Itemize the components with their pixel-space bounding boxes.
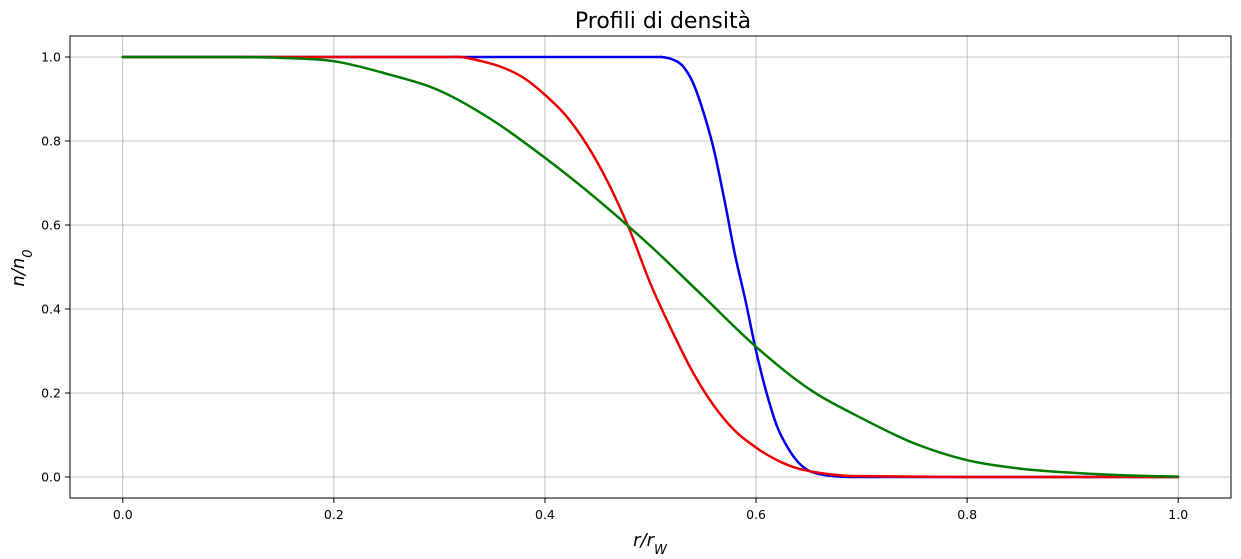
plot-frame <box>69 35 1232 499</box>
x-tick-label: 1.0 <box>1168 507 1188 522</box>
x-tick-label: 0.4 <box>535 507 555 522</box>
series-line-2 <box>121 55 1180 479</box>
series-line-3 <box>121 55 1180 478</box>
x-tick-label: 0.0 <box>113 507 133 522</box>
x-axis-label-sub: W <box>654 543 668 558</box>
y-tick-label: 0.4 <box>41 302 61 317</box>
x-tick-label: 0.6 <box>746 507 766 522</box>
chart-title: Profili di densità <box>575 9 751 34</box>
y-tick-label: 0.8 <box>41 134 61 149</box>
y-tick-label: 1.0 <box>41 50 61 65</box>
y-tick-label: 0.2 <box>41 386 61 401</box>
tick-layer: 0.0 0.2 0.4 0.6 0.8 1.0 0.0 0.2 0.4 0.6 0.8 1.0 <box>41 50 1188 523</box>
x-tick-label: 0.2 <box>324 507 344 522</box>
y-axis-label: n/n0 <box>8 249 36 286</box>
x-tick-label: 0.8 <box>957 507 977 522</box>
y-tick-label: 0.0 <box>41 470 61 485</box>
y-tick-label: 0.6 <box>41 218 61 233</box>
series-layer <box>121 55 1180 479</box>
y-axis-label-sub: 0 <box>21 249 36 257</box>
series-line-1 <box>121 55 1180 479</box>
x-axis-label: r/rW <box>633 530 668 558</box>
y-axis-label-base: n/n <box>8 258 29 287</box>
grid-layer <box>70 36 1231 498</box>
x-axis-label-base: r/r <box>633 530 655 551</box>
